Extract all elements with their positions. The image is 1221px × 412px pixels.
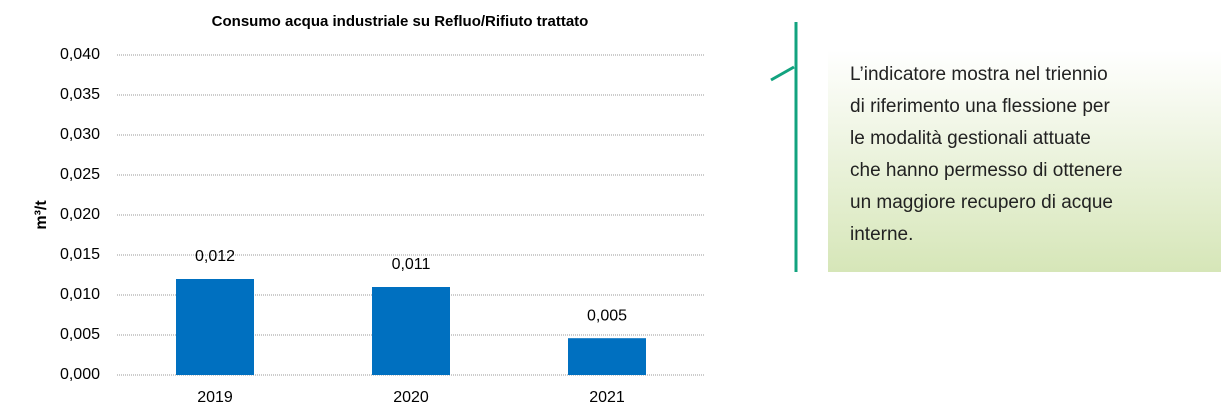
y-tick-label: 0,020 [60, 206, 100, 223]
x-tick-label: 2019 [197, 389, 233, 406]
callout-box [828, 50, 1221, 272]
callout-pointer [770, 65, 795, 82]
y-tick-label: 0,040 [60, 46, 100, 63]
bar [372, 287, 450, 375]
callout-line: interne. [850, 224, 913, 245]
callout-line: di riferimento una flessione per [850, 96, 1110, 117]
chart-title: Consumo acqua industriale su Refluo/Rifi… [212, 13, 589, 30]
data-label: 0,005 [587, 307, 627, 324]
callout-line: le modalità gestionali attuate [850, 128, 1091, 149]
data-label: 0,012 [195, 248, 235, 265]
callout-line: che hanno permesso di ottenere [850, 160, 1123, 181]
y-tick-label: 0,000 [60, 366, 100, 383]
data-label: 0,011 [392, 256, 431, 273]
bar [176, 279, 254, 375]
y-tick-label: 0,005 [60, 326, 100, 343]
y-tick-label: 0,030 [60, 126, 100, 143]
callout-line: un maggiore recupero di acque [850, 192, 1113, 213]
y-tick-label: 0,010 [60, 286, 100, 303]
x-tick-label: 2021 [589, 389, 625, 406]
y-tick-label: 0,035 [60, 86, 100, 103]
y-axis-label: m³/t [33, 200, 50, 230]
y-tick-label: 0,015 [60, 246, 100, 263]
y-tick-label: 0,025 [60, 166, 100, 183]
bar [568, 338, 646, 375]
x-tick-label: 2020 [393, 389, 429, 406]
callout-text: L’indicatore mostra nel triennio di rifer… [850, 64, 1123, 245]
callout-line: L’indicatore mostra nel triennio [850, 64, 1108, 85]
